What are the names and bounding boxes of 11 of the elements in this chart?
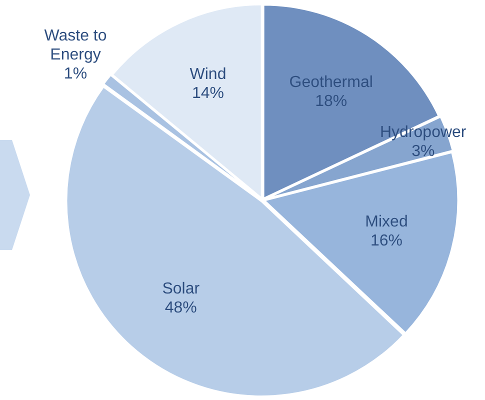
data-label: 14% <box>192 85 224 102</box>
data-label: 1% <box>64 65 88 82</box>
data-label: 18% <box>315 92 348 110</box>
slice-label: Wind <box>190 66 226 84</box>
data-label: 16% <box>370 232 403 250</box>
slice-label: Geothermal <box>289 74 373 91</box>
data-label: 48% <box>164 300 197 317</box>
slice-label: Waste to Energy <box>44 27 107 64</box>
data-label: 3% <box>412 143 435 160</box>
slice-label: Mixed <box>365 214 408 231</box>
slice-label: Solar <box>162 280 200 298</box>
